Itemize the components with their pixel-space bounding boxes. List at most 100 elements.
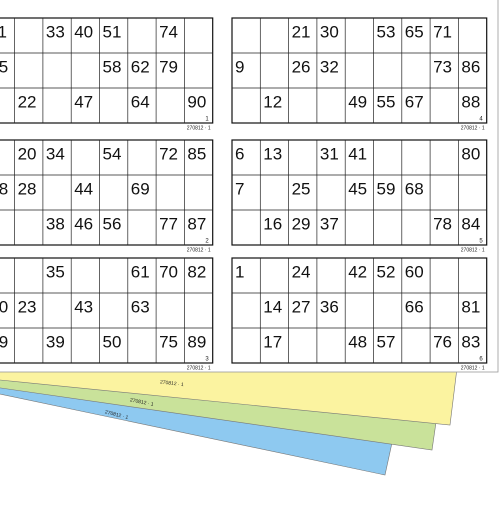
ticket-number: 68	[405, 179, 424, 198]
ticket-number: 22	[18, 92, 37, 111]
ticket-frame	[231, 17, 488, 124]
ticket: 20 34 54 72 85 18 28 44 69 38 46 56 77 87 2 270812 · 1	[0, 139, 214, 253]
ticket-number: 65	[405, 22, 424, 41]
ticket-number: 49	[348, 92, 367, 111]
ticket-number: 1	[235, 262, 244, 281]
ticket-number: 52	[377, 262, 396, 281]
ticket-number: 6	[235, 144, 244, 163]
ticket-number: 40	[74, 22, 93, 41]
ticket-number: 20	[18, 144, 37, 163]
ticket-number: 57	[377, 332, 396, 351]
back-sheet-code: 270812 · 1	[104, 409, 129, 421]
ticket-frame	[231, 139, 488, 246]
ticket-code: 270812 · 1	[461, 365, 485, 371]
ticket-number: 62	[131, 57, 150, 76]
ticket-number: 37	[320, 214, 339, 233]
ticket-number: 72	[159, 144, 178, 163]
ticket-number: 55	[377, 92, 396, 111]
ticket-number: 30	[320, 22, 339, 41]
ticket-number: 14	[263, 297, 282, 316]
ticket-number: 45	[348, 179, 367, 198]
ticket-number: 38	[46, 214, 65, 233]
ticket-number: 11	[0, 22, 7, 41]
ticket-number: 19	[0, 332, 8, 351]
ticket-number: 33	[46, 22, 65, 41]
ticket: 6 13 31 41 80 7 25 45 59 68 16 29 37 78 84 5 270812 · 1	[231, 139, 488, 253]
ticket-number: 82	[187, 262, 206, 281]
ticket-number: 76	[433, 332, 452, 351]
ticket: 35 61 70 82 10 23 43 63 19 39 50 75 89 3 270812 · 1	[0, 257, 214, 371]
ticket-number: 71	[433, 22, 452, 41]
ticket-number: 10	[0, 297, 8, 316]
ticket-number: 61	[131, 262, 150, 281]
ticket-number: 58	[103, 57, 122, 76]
ticket-number: 44	[74, 179, 93, 198]
ticket-number: 7	[235, 179, 244, 198]
front-sheet	[0, 0, 499, 373]
ticket-number: 87	[187, 214, 206, 233]
ticket-number: 24	[292, 262, 311, 281]
back-sheet-code: 270812 · 1	[129, 397, 154, 407]
ticket-number: 89	[187, 332, 206, 351]
ticket-code: 270812 · 1	[461, 247, 485, 253]
ticket-number: 53	[377, 22, 396, 41]
ticket-index: 4	[479, 117, 483, 123]
ticket-number: 35	[46, 262, 65, 281]
ticket-index: 2	[205, 239, 209, 245]
ticket-number: 83	[461, 332, 480, 351]
ticket-number: 75	[159, 332, 178, 351]
ticket-number: 31	[320, 144, 339, 163]
back-sheet-code: 270812 · 1	[160, 379, 185, 388]
ticket-number: 13	[263, 144, 282, 163]
ticket-number: 36	[320, 297, 339, 316]
ticket-number: 60	[405, 262, 424, 281]
ticket-frame	[0, 139, 214, 246]
ticket-number: 84	[461, 214, 480, 233]
ticket-number: 21	[292, 22, 311, 41]
ticket-number: 39	[46, 332, 65, 351]
ticket-number: 23	[18, 297, 37, 316]
ticket-number: 50	[103, 332, 122, 351]
ticket-number: 85	[187, 144, 206, 163]
ticket-index: 3	[205, 357, 209, 363]
ticket-number: 42	[348, 262, 367, 281]
ticket-number: 90	[187, 92, 206, 111]
ticket-number: 26	[292, 57, 311, 76]
ticket-number: 63	[131, 297, 150, 316]
ticket: 21 30 53 65 71 9 26 32 73 86 12 49 55 67 88 4 270812 · 1	[231, 17, 488, 131]
ticket-number: 67	[405, 92, 424, 111]
ticket: 11 33 40 51 74 15 58 62 79 22 47 64 90 1 270812 · 1	[0, 17, 214, 131]
ticket-number: 88	[461, 92, 480, 111]
ticket-code: 270812 · 1	[187, 247, 211, 253]
ticket-number: 70	[159, 262, 178, 281]
ticket-index: 6	[479, 357, 483, 363]
ticket-code: 270812 · 1	[187, 125, 211, 131]
ticket-number: 66	[405, 297, 424, 316]
ticket-number: 80	[461, 144, 480, 163]
ticket-number: 51	[103, 22, 122, 41]
ticket-number: 46	[74, 214, 93, 233]
ticket-number: 79	[159, 57, 178, 76]
ticket-number: 32	[320, 57, 339, 76]
ticket-code: 270812 · 1	[187, 365, 211, 371]
ticket-number: 78	[433, 214, 452, 233]
ticket-number: 48	[348, 332, 367, 351]
ticket-number: 64	[131, 92, 150, 111]
ticket-number: 9	[235, 57, 244, 76]
ticket-index: 5	[479, 239, 483, 245]
ticket-number: 74	[159, 22, 178, 41]
ticket-frame	[0, 17, 214, 124]
ticket-number: 73	[433, 57, 452, 76]
ticket-number: 28	[18, 179, 37, 198]
ticket-number: 43	[74, 297, 93, 316]
ticket-number: 34	[46, 144, 65, 163]
ticket-number: 27	[292, 297, 311, 316]
ticket-number: 77	[159, 214, 178, 233]
ticket-number: 81	[461, 297, 480, 316]
ticket-number: 86	[461, 57, 480, 76]
ticket-number: 16	[263, 214, 282, 233]
ticket-index: 1	[205, 117, 209, 123]
ticket-code: 270812 · 1	[461, 125, 485, 131]
